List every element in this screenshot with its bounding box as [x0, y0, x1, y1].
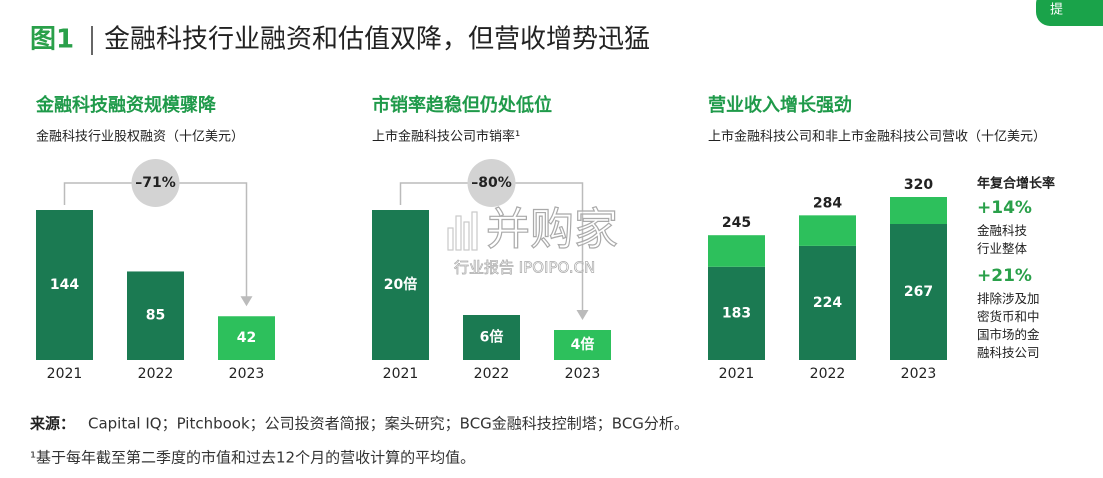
note: ¹基于每年截至第二季度的市值和过去12个月的营收计算的平均值。: [30, 449, 475, 467]
panel-subtitle: 金融科技行业股权融资（十亿美元）: [36, 129, 244, 145]
annotation-circle: [467, 159, 516, 207]
panel-title: 市销率趋稳但仍处低位: [372, 94, 552, 116]
annotation: –71%: [135, 175, 176, 191]
bar: [554, 330, 611, 360]
figure-label: 图1: [30, 25, 74, 55]
arrow-head: [240, 296, 253, 307]
source-label: 来源：: [29, 415, 75, 433]
cagr-rate: +21%: [977, 266, 1032, 286]
watermark-tagline: 行业报告 IPOIPO.CN: [454, 259, 595, 277]
annotation: –80%: [471, 175, 512, 191]
panel-title: 金融科技融资规模骤降: [35, 94, 217, 116]
value-label: 224: [813, 295, 842, 311]
button-label[interactable]: 提: [1050, 2, 1063, 18]
bar: [218, 316, 275, 360]
value-label: 20倍: [384, 276, 417, 293]
bar-segment: [799, 245, 856, 360]
x-tick-label: 2023: [565, 366, 601, 382]
bar: [372, 210, 429, 360]
figure-title: 金融科技行业融资和估值双降，但营收增势迅猛: [104, 25, 650, 55]
bar-segment: [890, 223, 947, 360]
cagr-rate: +14%: [977, 198, 1032, 218]
bar-segment: [799, 215, 856, 246]
watermark-brand: 并购家: [486, 204, 618, 255]
annotation-circle: [131, 159, 180, 207]
value-label: 6倍: [480, 329, 504, 346]
value-label: 144: [50, 277, 79, 293]
arrow-head: [576, 310, 589, 320]
x-tick-label: 2023: [229, 366, 265, 382]
bar-segment: [708, 235, 765, 267]
x-tick-label: 2023: [901, 366, 937, 382]
panel-title: 营业收入增长强劲: [708, 94, 852, 116]
panel-subtitle: 上市金融科技公司和非上市金融科技公司营收（十亿美元）: [708, 129, 1046, 145]
bar: [127, 271, 184, 360]
source-text: Capital IQ；Pitchbook；公司投资者简报；案头研究；BCG金融科…: [88, 415, 689, 433]
x-tick-label: 2021: [719, 366, 755, 382]
value-label: 4倍: [571, 336, 595, 353]
total-label: 245: [722, 215, 751, 231]
x-tick-label: 2021: [47, 366, 83, 382]
watermark-icon: [463, 221, 470, 251]
x-tick-label: 2022: [138, 366, 174, 382]
value-label: 42: [237, 330, 256, 346]
x-tick-label: 2022: [474, 366, 510, 382]
x-tick-label: 2021: [383, 366, 419, 382]
bar-segment: [890, 197, 947, 224]
watermark-icon: [471, 211, 478, 251]
value-label: 183: [722, 305, 751, 321]
remind-button[interactable]: [1036, 0, 1103, 26]
x-tick-label: 2022: [810, 366, 846, 382]
watermark-icon: [455, 215, 462, 251]
watermark-icon: [447, 227, 454, 251]
cagr-title: 年复合增长率: [977, 176, 1055, 192]
cagr-label: 金融科技行业整体: [977, 223, 1028, 256]
value-label: 85: [146, 308, 165, 324]
bar: [463, 315, 520, 360]
bar-segment: [708, 266, 765, 360]
cagr-label: 排除涉及加密货币和中国市场的金融科技公司: [977, 291, 1040, 360]
panel-subtitle: 上市金融科技公司市销率¹: [372, 129, 520, 145]
bar: [36, 210, 93, 360]
value-label: 267: [904, 284, 933, 300]
total-label: 284: [813, 195, 842, 211]
total-label: 320: [904, 177, 933, 193]
